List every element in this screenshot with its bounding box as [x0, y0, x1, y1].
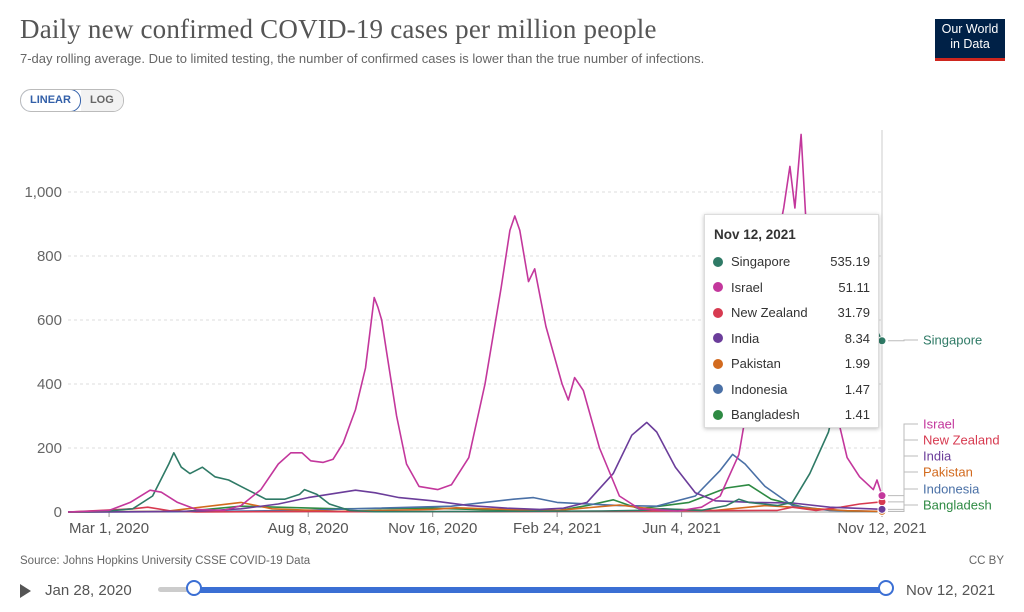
- end-label-singapore[interactable]: Singapore: [923, 333, 982, 348]
- x-tick-label: Jun 4, 2021: [642, 520, 720, 537]
- tooltip-series-value: 31.79: [837, 305, 870, 321]
- end-label-bangladesh[interactable]: Bangladesh: [923, 498, 992, 513]
- series-dot-icon: [713, 256, 723, 267]
- tooltip-series-name: New Zealand: [731, 305, 808, 321]
- series-dot-icon: [713, 358, 723, 369]
- log-scale-button[interactable]: LOG: [80, 90, 123, 111]
- tooltip-row: Indonesia 1.47: [705, 377, 878, 403]
- y-tick-label: 0: [54, 504, 62, 521]
- series-dot-icon: [713, 307, 723, 318]
- x-tick-label: Mar 1, 2020: [69, 520, 149, 537]
- timeline-start-handle[interactable]: [186, 580, 202, 596]
- x-tick-label: Nov 12, 2021: [837, 520, 926, 537]
- y-tick-label: 200: [37, 440, 62, 457]
- x-tick-label: Aug 8, 2020: [268, 520, 349, 537]
- timeline-range-fill: [194, 587, 887, 593]
- tooltip-series-value: 1.99: [844, 356, 870, 372]
- end-label-connector: [888, 339, 918, 342]
- logo-line-2: in Data: [950, 37, 990, 51]
- tooltip-series-name: Pakistan: [731, 356, 781, 372]
- linear-scale-button[interactable]: LINEAR: [20, 90, 81, 111]
- end-label-israel[interactable]: Israel: [923, 417, 955, 432]
- tooltip-row: Bangladesh 1.41: [705, 402, 878, 428]
- play-icon[interactable]: [20, 584, 31, 598]
- end-label-connector: [888, 488, 918, 513]
- tooltip-series-name: India: [731, 330, 760, 346]
- tooltip-row: Singapore 535.19: [705, 249, 878, 275]
- tooltip-row: India 8.34: [705, 326, 878, 352]
- y-tick-label: 600: [37, 312, 62, 329]
- chart-title: Daily new confirmed COVID-19 cases per m…: [20, 14, 657, 44]
- tooltip-date: Nov 12, 2021: [714, 227, 796, 242]
- hover-tooltip: Nov 12, 2021 Singapore 535.19 Israel 51.11 N…: [704, 214, 879, 428]
- series-line-india[interactable]: [67, 421, 883, 513]
- end-label-new-zealand[interactable]: New Zealand: [923, 433, 1000, 448]
- logo-line-1: Our World: [941, 22, 999, 36]
- timeline-end-handle[interactable]: [878, 580, 894, 596]
- tooltip-rows: Singapore 535.19 Israel 51.11 New Zealand 31.…: [705, 249, 878, 428]
- owid-logo[interactable]: Our World in Data: [935, 19, 1005, 61]
- series-line-bangladesh[interactable]: [67, 483, 883, 513]
- end-label-connector: [888, 504, 918, 513]
- tooltip-series-value: 8.34: [844, 330, 870, 346]
- source-note[interactable]: Source: Johns Hopkins University CSSE CO…: [20, 555, 311, 567]
- series-dot-icon: [713, 384, 723, 395]
- x-tick-label: Nov 16, 2020: [388, 520, 477, 537]
- tooltip-row: New Zealand 31.79: [705, 300, 878, 326]
- tooltip-series-value: 51.11: [838, 279, 870, 295]
- series-endpoint-india: [877, 504, 887, 514]
- series-endpoint-singapore: [877, 336, 887, 346]
- tooltip-series-name: Bangladesh: [731, 407, 800, 423]
- tooltip-row: Pakistan 1.99: [705, 351, 878, 377]
- y-tick-label: 800: [37, 248, 62, 265]
- end-label-indonesia[interactable]: Indonesia: [923, 482, 980, 497]
- end-label-india[interactable]: India: [923, 449, 952, 464]
- x-tick-label: Feb 24, 2021: [513, 520, 601, 537]
- tooltip-series-name: Singapore: [731, 254, 791, 270]
- series-dot-icon: [713, 333, 723, 344]
- line-chart[interactable]: 0 200 400 600 800 1,000 Mar 1, 2020 Aug 8, 2020…: [0, 0, 1024, 548]
- timeline: Jan 28, 2020 Nov 12, 2021: [20, 578, 1010, 604]
- end-label-connector: [888, 439, 918, 503]
- tooltip-series-value: 1.41: [844, 407, 870, 423]
- tooltip-series-name: Israel: [731, 279, 763, 295]
- series-line-indonesia[interactable]: [67, 453, 883, 513]
- timeline-start-label: Jan 28, 2020: [45, 582, 132, 599]
- series-line-israel[interactable]: [67, 133, 883, 513]
- timeline-end-label: Nov 12, 2021: [906, 582, 996, 599]
- y-tick-label: 400: [37, 376, 62, 393]
- scale-toggle: LINEAR LOG: [20, 89, 124, 112]
- tooltip-series-value: 535.19: [830, 254, 870, 270]
- series-dot-icon: [713, 409, 723, 420]
- series-line-singapore[interactable]: [67, 319, 883, 513]
- series-dot-icon: [713, 282, 723, 293]
- end-label-pakistan[interactable]: Pakistan: [923, 465, 973, 480]
- tooltip-series-value: 1.47: [844, 381, 870, 397]
- series-endpoint-israel: [877, 491, 887, 501]
- y-tick-label: 1,000: [24, 184, 62, 201]
- tooltip-series-name: Indonesia: [731, 381, 788, 397]
- chart-subtitle: 7-day rolling average. Due to limited te…: [20, 51, 705, 66]
- license-link[interactable]: CC BY: [968, 555, 1004, 567]
- tooltip-row: Israel 51.11: [705, 275, 878, 301]
- end-label-connector: [888, 423, 918, 497]
